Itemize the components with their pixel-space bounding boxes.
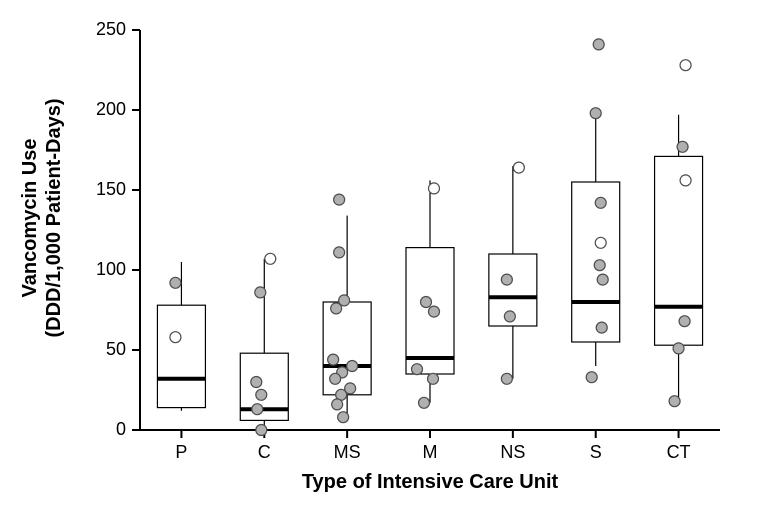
svg-text:200: 200 <box>96 99 126 119</box>
svg-text:NS: NS <box>500 442 525 462</box>
svg-text:(DDD/1,000 Patient-Days): (DDD/1,000 Patient-Days) <box>43 99 65 338</box>
svg-text:Vancomycin Use: Vancomycin Use <box>19 139 41 298</box>
svg-text:P: P <box>175 442 187 462</box>
svg-text:C: C <box>258 442 271 462</box>
svg-text:100: 100 <box>96 259 126 279</box>
svg-text:0: 0 <box>116 419 126 439</box>
svg-text:CT: CT <box>667 442 691 462</box>
svg-text:Type of Intensive Care Unit: Type of Intensive Care Unit <box>302 471 559 493</box>
svg-text:MS: MS <box>334 442 361 462</box>
svg-text:M: M <box>423 442 438 462</box>
svg-text:250: 250 <box>96 19 126 39</box>
svg-text:50: 50 <box>106 339 126 359</box>
boxplot-chart: 0 50 100 150 200 250 P C MS M NS S CT Vancomycin Use(… <box>0 0 771 514</box>
chart-svg: 0 50 100 150 200 250 P C MS M NS S CT Vancomycin Use(… <box>0 0 771 514</box>
svg-text:S: S <box>590 442 602 462</box>
svg-text:150: 150 <box>96 179 126 199</box>
